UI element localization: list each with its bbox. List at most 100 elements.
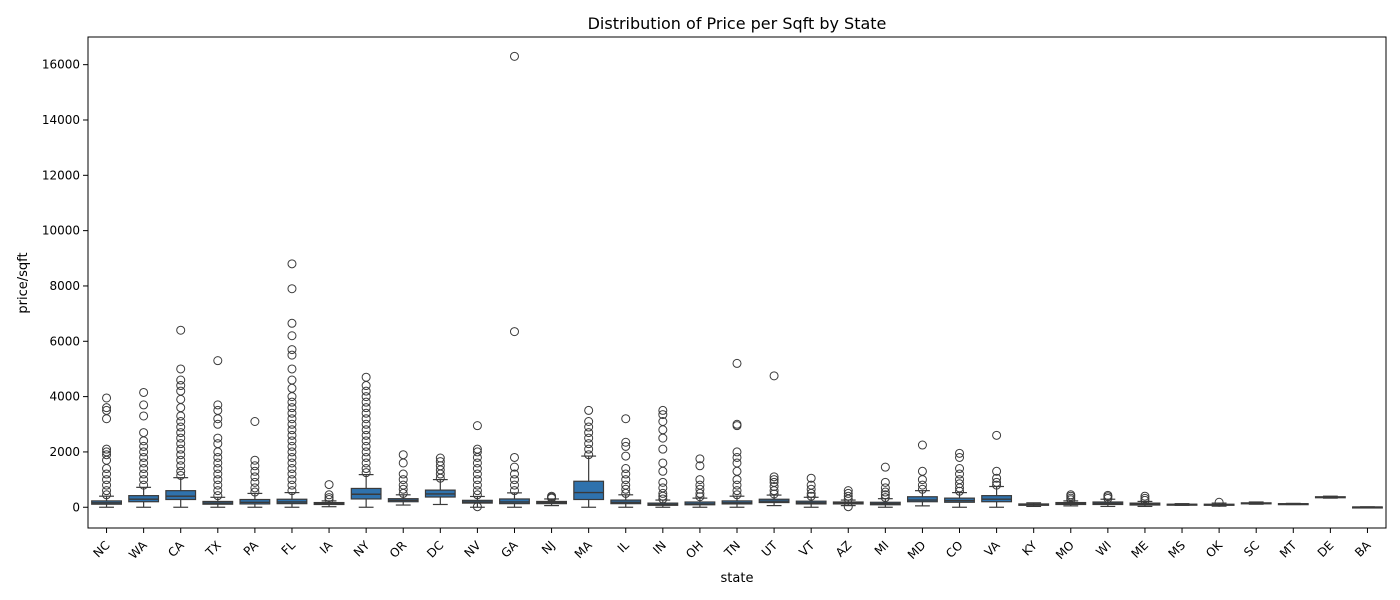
outlier-point: [732, 475, 742, 485]
box-SC: [1240, 501, 1272, 505]
outlier-point: [287, 284, 297, 294]
outlier-point: [324, 480, 334, 490]
box-ME: [1129, 491, 1161, 508]
outlier-point: [102, 490, 112, 500]
outlier-point: [621, 441, 631, 451]
box-OR: [387, 450, 419, 506]
outlier-point: [139, 387, 149, 397]
outlier-point: [176, 428, 186, 438]
outlier-point: [287, 419, 297, 429]
outlier-point: [287, 408, 297, 418]
outlier-point: [584, 433, 594, 443]
outlier-point: [176, 461, 186, 471]
outlier-point: [658, 488, 668, 498]
outlier-point: [621, 475, 631, 485]
outlier-point: [213, 452, 223, 462]
outlier-point: [139, 441, 149, 451]
outlier-point: [287, 425, 297, 435]
outlier-point: [658, 466, 668, 476]
outlier-point: [955, 448, 965, 458]
outlier-point: [398, 458, 408, 468]
x-tick-label: TX: [202, 538, 224, 560]
box-MA: [573, 405, 605, 508]
outlier-point: [843, 488, 853, 498]
outlier-point: [139, 458, 149, 468]
outlier-point: [509, 462, 519, 472]
y-tick-label: 2000: [49, 445, 80, 459]
box-TN: [721, 358, 753, 508]
outlier-point: [361, 447, 371, 457]
outlier-point: [361, 458, 371, 468]
outlier-point: [361, 397, 371, 407]
box-CA: [165, 325, 197, 508]
outlier-point: [695, 492, 705, 502]
outlier-point: [732, 466, 742, 476]
outlier-point: [213, 458, 223, 468]
outlier-point: [621, 480, 631, 490]
outlier-point: [176, 470, 186, 480]
outlier-point: [472, 475, 482, 485]
outlier-point: [732, 419, 742, 429]
outlier-point: [176, 433, 186, 443]
box-IL: [610, 414, 642, 508]
outlier-point: [509, 452, 519, 462]
outlier-point: [213, 480, 223, 490]
outlier-point: [621, 451, 631, 461]
outlier-point: [472, 486, 482, 496]
iqr-box: [906, 496, 938, 503]
x-tick-label: NY: [351, 538, 373, 560]
box-WA: [128, 387, 160, 508]
x-tick-label: IN: [650, 538, 669, 557]
outlier-point: [917, 475, 927, 485]
outlier-point: [287, 397, 297, 407]
outlier-point: [769, 489, 779, 499]
y-tick-label: 0: [72, 500, 80, 514]
outlier-point: [806, 480, 816, 490]
outlier-point: [398, 469, 408, 479]
x-tick-label: OH: [683, 538, 706, 561]
x-tick-label: PA: [241, 538, 262, 559]
outlier-point: [732, 447, 742, 457]
outlier-point: [584, 439, 594, 449]
outlier-point: [361, 414, 371, 424]
outlier-point: [213, 469, 223, 479]
outlier-point: [176, 381, 186, 391]
outlier-point: [102, 414, 112, 424]
box-GA: [499, 51, 530, 508]
box-NY: [350, 372, 382, 508]
outlier-point: [102, 464, 112, 474]
x-tick-label: SC: [1241, 538, 1262, 559]
outlier-point: [955, 479, 965, 489]
x-tick-label: MA: [572, 538, 596, 562]
outlier-point: [472, 458, 482, 468]
outlier-point: [955, 452, 965, 462]
outlier-point: [621, 469, 631, 479]
outlier-point: [472, 421, 482, 431]
x-tick-label: MS: [1166, 538, 1189, 561]
outlier-point: [287, 345, 297, 355]
y-tick-label: 14000: [42, 113, 80, 127]
outlier-point: [695, 484, 705, 494]
outlier-point: [621, 464, 631, 474]
outlier-point: [917, 440, 927, 450]
outlier-point: [435, 457, 445, 467]
box-NC: [91, 393, 122, 508]
outlier-point: [992, 473, 1002, 483]
outlier-point: [139, 411, 149, 421]
outlier-point: [361, 403, 371, 413]
outlier-point: [213, 475, 223, 485]
outlier-point: [287, 414, 297, 424]
outlier-point: [213, 356, 223, 366]
box-KY: [1018, 502, 1050, 508]
outlier-point: [176, 466, 186, 476]
x-tick-label: TN: [721, 538, 743, 560]
x-tick-label: CO: [943, 538, 966, 561]
outlier-point: [361, 425, 371, 435]
outlier-point: [509, 475, 519, 485]
outlier-point: [213, 439, 223, 449]
outlier-point: [658, 477, 668, 487]
x-tick-label: WI: [1093, 538, 1114, 559]
outlier-point: [250, 477, 260, 487]
outlier-point: [250, 472, 260, 482]
